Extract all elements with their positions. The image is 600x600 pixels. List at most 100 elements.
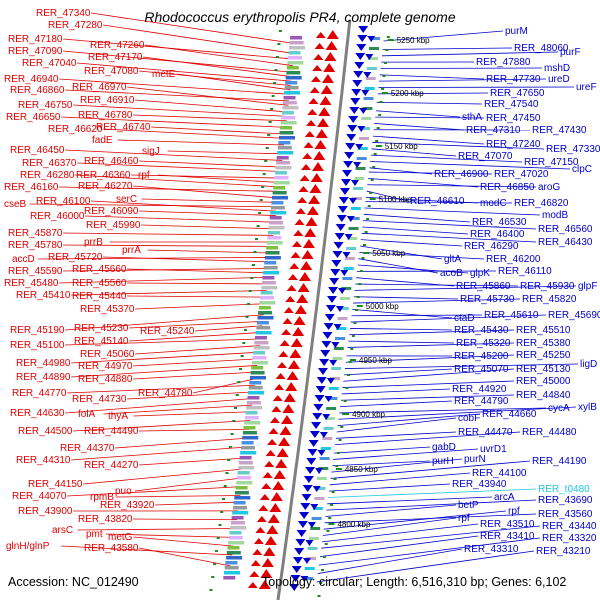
minor-tick xyxy=(235,394,239,396)
feature-block xyxy=(314,497,325,500)
feature-block xyxy=(308,537,319,540)
gene-label: RER_47040 xyxy=(22,58,77,69)
leader-line xyxy=(127,282,268,285)
gene-label: acoB xyxy=(440,268,463,279)
plus-strand-gene xyxy=(323,323,334,330)
gene-label: RER_46860 xyxy=(10,85,65,96)
minus-strand-gene xyxy=(307,109,318,115)
minor-tick xyxy=(335,465,339,467)
gene-label: fadE xyxy=(92,135,113,146)
feature-block xyxy=(361,117,372,120)
feature-block xyxy=(307,547,318,550)
gene-label: RER_46100 xyxy=(36,196,91,207)
minor-tick xyxy=(258,212,262,214)
leader-line xyxy=(143,56,292,78)
gene-label: RER_46650 xyxy=(6,112,61,123)
minor-tick xyxy=(370,179,374,181)
minor-tick xyxy=(317,595,321,597)
minor-tick xyxy=(350,348,354,350)
feature-block xyxy=(264,261,277,265)
gene-label: RER_47070 xyxy=(458,151,513,162)
minor-tick xyxy=(268,121,272,123)
gene-label: RER_47280 xyxy=(48,20,103,31)
feature-block xyxy=(290,36,303,40)
minus-strand-gene xyxy=(261,558,274,567)
leader-line xyxy=(365,196,479,204)
feature-block xyxy=(327,397,338,400)
gene-label: rpf xyxy=(508,506,520,517)
feature-block xyxy=(280,121,297,125)
minor-tick xyxy=(355,309,359,311)
gene-label: RER_44770 xyxy=(12,388,67,399)
feature-block xyxy=(349,217,360,220)
gene-label: RER_45860 xyxy=(456,281,511,292)
feature-block xyxy=(330,377,340,380)
leader-line xyxy=(133,518,238,521)
minor-tick xyxy=(243,329,247,331)
gene-label: RER_47150 xyxy=(524,157,579,168)
plus-strand-genes xyxy=(289,26,376,591)
feature-block xyxy=(237,471,250,475)
minus-strand-gene xyxy=(326,30,339,39)
gene-label: RER_43440 xyxy=(542,521,597,532)
feature-block xyxy=(247,396,260,400)
minus-strand-gene xyxy=(282,318,293,324)
gene-label: RER_47080 xyxy=(84,66,139,77)
minus-strand-gene xyxy=(266,525,279,534)
gene-label: RER_46610 xyxy=(410,196,465,207)
gene-label: prrB xyxy=(84,237,103,248)
minor-tick xyxy=(218,524,222,526)
feature-block xyxy=(289,41,304,45)
leader-line xyxy=(63,232,274,236)
plus-strand-gene xyxy=(338,197,349,204)
leader-line xyxy=(372,142,545,150)
leader-line xyxy=(378,86,575,88)
plus-strand-gene xyxy=(315,386,326,393)
feature-block xyxy=(282,106,299,110)
minus-strand-gene xyxy=(314,140,327,149)
feature-block xyxy=(256,326,271,330)
feature-block xyxy=(230,526,247,530)
gene-label: RER_47650 xyxy=(490,88,545,99)
feature-block xyxy=(224,566,239,570)
gene-label: RER_46560 xyxy=(538,224,593,235)
minor-tick xyxy=(356,296,360,298)
feature-block xyxy=(249,381,262,385)
feature-block xyxy=(318,467,329,470)
feature-block xyxy=(354,177,365,180)
minus-strand-gene xyxy=(287,274,298,280)
leader-line xyxy=(339,407,547,414)
map-title: Rhodococcus erythropolis PR4, complete g… xyxy=(144,9,456,25)
gene-label: RER_46200 xyxy=(486,254,541,265)
gene-label: RER_44270 xyxy=(84,460,139,471)
minus-strand-gene xyxy=(290,252,301,258)
gene-label: RER_t0480 xyxy=(538,484,590,495)
feature-block xyxy=(223,576,236,580)
plus-strand-gene xyxy=(321,341,332,348)
feature-block xyxy=(260,296,274,300)
minus-strand-gene xyxy=(258,580,271,589)
minor-tick xyxy=(228,446,232,448)
plus-strand-gene xyxy=(330,269,341,276)
gene-label: RER_45720 xyxy=(48,252,103,263)
feature-block xyxy=(233,501,246,505)
minus-strand-gene xyxy=(310,76,321,82)
feature-block xyxy=(342,277,353,280)
minus-strand-gene xyxy=(320,85,333,94)
plus-strand-gene xyxy=(353,162,362,168)
leader-line xyxy=(141,224,275,230)
minor-tick xyxy=(274,69,278,71)
leader-line xyxy=(349,328,453,331)
feature-block xyxy=(311,517,322,520)
leader-line xyxy=(135,345,260,355)
minus-strand-gene xyxy=(304,131,315,137)
scale-tick-label: 5100 kbp xyxy=(379,195,412,204)
feature-block xyxy=(274,171,287,175)
plus-strand-gene xyxy=(347,125,358,132)
minor-tick xyxy=(275,56,279,58)
genome-backbone xyxy=(276,19,352,600)
minor-tick xyxy=(333,478,337,480)
gene-label: gabD xyxy=(432,442,456,453)
scale-tick-label: 5050 kbp xyxy=(372,249,405,258)
gene-label: RER_44310 xyxy=(16,455,71,466)
